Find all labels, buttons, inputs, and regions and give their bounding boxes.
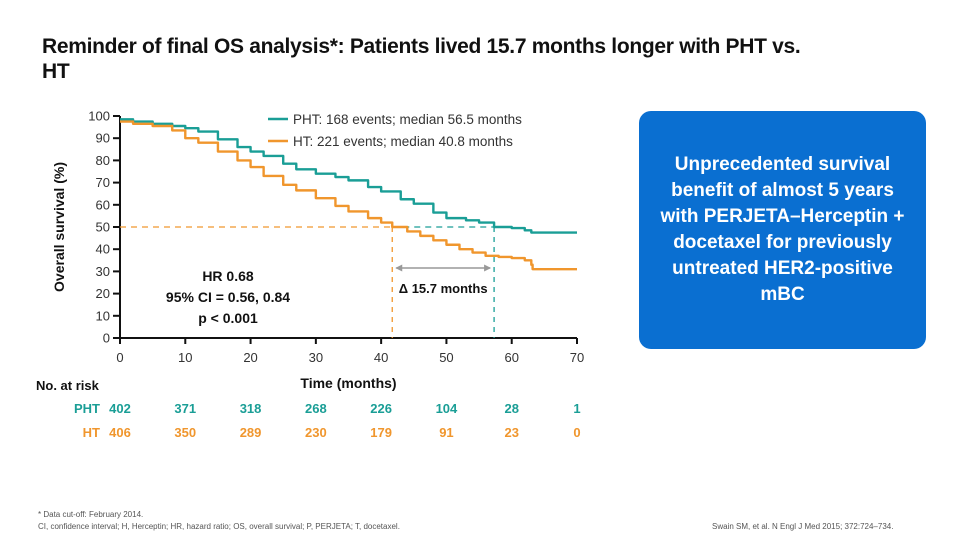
risk-cell-pht: 104 (435, 401, 458, 416)
x-tick-label: 30 (309, 350, 323, 365)
risk-cell-ht: 350 (174, 425, 197, 440)
risk-cell-ht: 91 (439, 425, 454, 440)
risk-cell-pht: 28 (504, 401, 519, 416)
legend-label-ht: HT: 221 events; median 40.8 months (293, 134, 513, 149)
y-axis-title: Overall survival (%) (51, 162, 67, 292)
slide-title: Reminder of final OS analysis*: Patients… (42, 35, 801, 83)
risk-cell-pht: 371 (174, 401, 197, 416)
x-tick-label: 10 (178, 350, 192, 365)
risk-cell-pht: 1 (573, 401, 581, 416)
y-tick-label: 100 (88, 109, 110, 124)
confidence-interval-label: 95% CI = 0.56, 0.84 (166, 289, 290, 305)
risk-cell-pht: 318 (239, 401, 262, 416)
x-tick-label: 50 (439, 350, 453, 365)
footnote-abbreviations: CI, confidence interval; H, Herceptin; H… (38, 522, 400, 531)
x-tick-label: 0 (116, 350, 123, 365)
delta-arrow-left-head (395, 264, 403, 272)
y-tick-label: 0 (103, 331, 110, 346)
risk-cell-pht: 226 (370, 401, 392, 416)
risk-cell-ht: 406 (109, 425, 131, 440)
citation: Swain SM, et al. N Engl J Med 2015; 372:… (712, 522, 894, 531)
risk-cell-ht: 179 (370, 425, 392, 440)
y-tick-label: 60 (96, 197, 110, 212)
risk-cell-pht: 268 (304, 401, 327, 416)
y-tick-label: 20 (96, 286, 110, 301)
p-value-label: p < 0.001 (198, 310, 258, 326)
risk-cell-pht: 402 (109, 401, 131, 416)
y-tick-label: 40 (96, 242, 110, 257)
risk-cell-ht: 0 (573, 425, 581, 440)
km-curve-ht (120, 120, 577, 271)
risk-cell-ht: 230 (304, 425, 327, 440)
y-tick-label: 10 (96, 308, 110, 323)
footnote-cutoff: * Data cut-off: February 2014. (38, 510, 144, 519)
risk-row-label-pht: PHT (74, 401, 100, 416)
hazard-ratio-label: HR 0.68 (202, 268, 254, 284)
delta-label: Δ 15.7 months (399, 281, 488, 296)
x-tick-label: 40 (374, 350, 388, 365)
x-tick-label: 70 (570, 350, 584, 365)
legend-label-pht: PHT: 168 events; median 56.5 months (293, 112, 522, 127)
risk-row-label-ht: HT (82, 425, 100, 440)
delta-arrow-right-head (484, 264, 492, 272)
y-tick-label: 30 (96, 264, 110, 279)
callout-text: Unprecedented survival benefit of almost… (660, 154, 905, 305)
y-tick-label: 50 (96, 220, 110, 235)
risk-cell-ht: 289 (239, 425, 262, 440)
x-axis-title: Time (months) (300, 375, 396, 391)
x-tick-label: 20 (243, 350, 257, 365)
risk-table-label: No. at risk (36, 378, 99, 393)
x-tick-label: 60 (504, 350, 518, 365)
y-tick-label: 90 (96, 131, 110, 146)
risk-cell-ht: 23 (504, 425, 519, 440)
y-tick-label: 80 (96, 153, 110, 168)
km-curve-pht (120, 118, 577, 234)
callout-box: Unprecedented survival benefit of almost… (639, 111, 926, 349)
y-tick-label: 70 (96, 175, 110, 190)
